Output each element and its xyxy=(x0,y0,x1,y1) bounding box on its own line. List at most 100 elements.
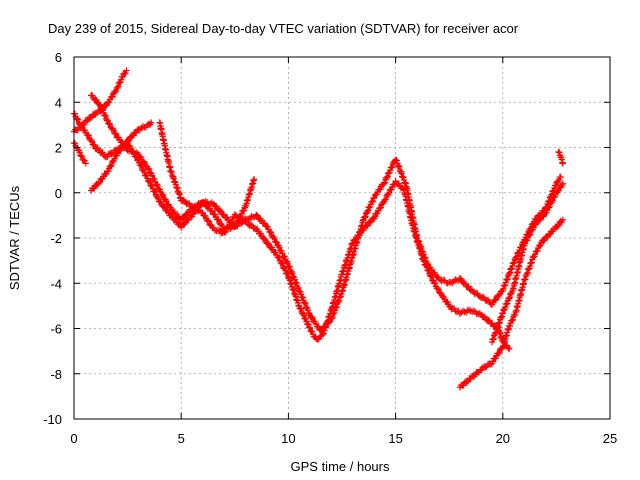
data-point xyxy=(145,166,153,173)
data-point xyxy=(151,188,159,196)
data-point xyxy=(554,223,561,230)
data-point xyxy=(549,197,556,204)
data-point xyxy=(554,189,561,196)
chart-title: Day 239 of 2015, Sidereal Day-to-day VTE… xyxy=(48,21,519,36)
data-point xyxy=(148,172,156,179)
x-tick-label: 10 xyxy=(281,431,295,446)
data-point xyxy=(427,272,435,279)
data-point xyxy=(159,191,167,199)
data-point xyxy=(504,300,511,307)
data-point xyxy=(160,202,167,210)
data-point xyxy=(115,79,123,87)
data-point xyxy=(463,378,471,386)
data-point xyxy=(511,311,519,319)
data-point xyxy=(163,197,170,205)
data-point xyxy=(359,227,366,234)
data-points xyxy=(70,67,567,391)
data-point xyxy=(285,263,293,270)
data-point xyxy=(536,242,544,250)
data-point xyxy=(278,259,285,267)
data-point xyxy=(500,307,507,314)
data-point xyxy=(139,123,147,130)
data-point xyxy=(447,279,454,286)
data-point xyxy=(253,211,260,218)
data-point xyxy=(213,203,220,210)
data-point xyxy=(107,163,114,170)
data-point xyxy=(74,116,82,123)
data-point xyxy=(524,236,531,244)
data-point xyxy=(76,149,83,156)
data-point xyxy=(216,206,223,214)
data-point xyxy=(108,161,115,169)
data-point xyxy=(557,173,564,181)
y-tick-label: -4 xyxy=(50,276,62,291)
data-point xyxy=(364,222,371,229)
data-point xyxy=(225,222,233,230)
data-point xyxy=(382,195,389,203)
data-point xyxy=(260,234,268,242)
data-point xyxy=(120,142,127,150)
data-point xyxy=(381,179,389,186)
data-point xyxy=(475,310,482,318)
data-point xyxy=(389,163,396,171)
data-point xyxy=(550,194,557,201)
data-point xyxy=(96,178,103,186)
data-point xyxy=(499,310,506,317)
data-point xyxy=(295,287,303,295)
data-point xyxy=(71,110,79,118)
data-point xyxy=(91,184,98,192)
x-axis-title: GPS time / hours xyxy=(291,459,390,474)
data-point xyxy=(202,212,209,220)
data-point xyxy=(141,159,148,166)
data-point xyxy=(159,190,166,198)
x-tick-label: 20 xyxy=(496,431,510,446)
data-point xyxy=(93,97,100,104)
data-point xyxy=(508,317,516,324)
y-tick-label: 6 xyxy=(55,50,62,65)
data-point xyxy=(151,188,158,195)
data-point xyxy=(127,147,134,154)
data-point xyxy=(492,296,500,303)
data-point xyxy=(300,311,308,319)
data-point xyxy=(204,217,212,224)
data-point xyxy=(385,189,393,197)
data-point xyxy=(95,180,102,187)
data-point xyxy=(155,195,162,202)
series-sat-02 xyxy=(70,67,130,135)
data-point xyxy=(257,230,265,238)
data-point xyxy=(399,185,407,192)
data-point xyxy=(279,260,286,268)
data-point xyxy=(115,83,122,90)
data-point xyxy=(293,279,300,287)
data-point xyxy=(297,305,304,312)
data-point xyxy=(540,237,547,245)
data-point xyxy=(271,235,278,242)
data-point xyxy=(181,214,188,221)
y-tick-label: 4 xyxy=(55,95,62,110)
data-point xyxy=(87,114,94,122)
data-point xyxy=(214,226,222,234)
data-point xyxy=(289,273,297,280)
data-point xyxy=(377,204,384,211)
data-point xyxy=(140,158,147,165)
data-point xyxy=(144,165,152,172)
data-point xyxy=(106,121,114,128)
data-point xyxy=(457,275,465,283)
data-point xyxy=(506,345,513,353)
data-point xyxy=(541,236,548,244)
data-point xyxy=(121,142,128,149)
data-point xyxy=(201,200,208,207)
data-point xyxy=(532,221,540,228)
data-point xyxy=(109,93,116,100)
data-point xyxy=(80,156,87,164)
data-point xyxy=(108,150,115,158)
data-point xyxy=(200,199,207,206)
data-point xyxy=(302,300,309,308)
data-point xyxy=(220,211,228,218)
data-point xyxy=(558,181,566,189)
data-point xyxy=(361,214,368,221)
data-point xyxy=(420,258,428,265)
data-point xyxy=(264,239,272,247)
data-point xyxy=(74,115,81,122)
data-point xyxy=(555,187,562,195)
